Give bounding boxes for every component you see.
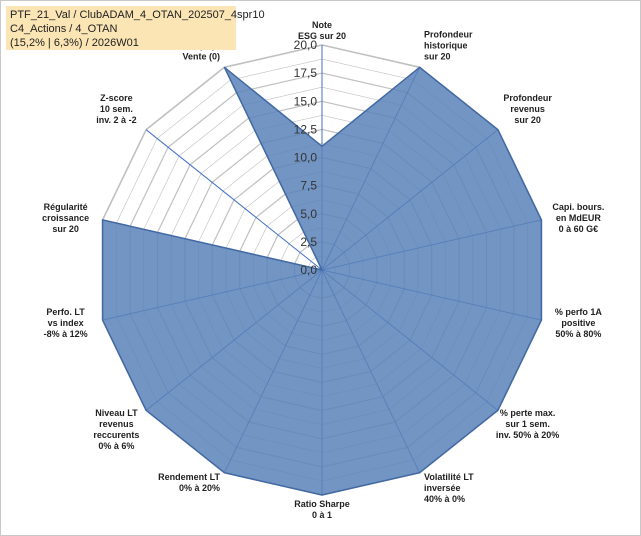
axis-label-line: 50% à 80% — [555, 329, 601, 339]
axis-label: Ratio Sharpe 0 à 1 — [294, 499, 350, 520]
axis-label: Profondeur revenus sur 20 — [503, 93, 552, 125]
axis-label: Rendement LT 0% à 20% — [158, 472, 220, 493]
axis-label-line: revenus — [99, 419, 134, 429]
axis-label: Régularité croissance sur 20 — [42, 202, 89, 234]
tick-label: 7,5 — [300, 179, 317, 193]
axis-label-line: sur 1 sem. — [505, 419, 550, 429]
axis-label: Capi. bours. en MdEUR 0 à 60 G€ — [552, 202, 604, 234]
axis-spoke — [145, 129, 323, 271]
series-point — [497, 409, 499, 411]
axis-label-line: 10 sem. — [100, 104, 133, 114]
axis-label-line: inv. 50% à 20% — [496, 430, 559, 440]
tick-label: 2,5 — [300, 235, 317, 249]
series-point — [321, 494, 323, 496]
axis-label: % perte max. sur 1 sem. inv. 50% à 20% — [496, 408, 559, 440]
tick-label: 12,5 — [294, 122, 318, 136]
axis-label: Perfo. LT vs index -8% à 12% — [44, 307, 88, 339]
axis-label: Niveau LT revenus reccurents 0% à 6% — [93, 408, 139, 451]
axis-label-line: positive — [561, 318, 595, 328]
radar-series — [101, 66, 543, 496]
axis-label-line: % perte max. — [500, 408, 556, 418]
series-point — [321, 145, 323, 147]
axis-label-line: 40% à 0% — [424, 494, 465, 504]
radar-ticks: 0,0 2,5 5,0 7,5 10,0 12,5 15,0 17,5 20,0 — [294, 38, 318, 277]
axis-label-line: historique — [424, 41, 468, 51]
axis-label-line: 0% à 6% — [98, 441, 134, 451]
axis-label-line: 0 à 1 — [312, 510, 332, 520]
tick-label: 15,0 — [294, 94, 318, 108]
axis-label: Z-score 10 sem. inv. 2 à -2 — [96, 93, 136, 125]
axis-label-line: revenus — [510, 104, 545, 114]
axis-label-line: sur 20 — [514, 115, 541, 125]
axis-labels: Note ESG sur 20 Profondeur historique sur 20… — [42, 20, 604, 520]
axis-label: Note ESG sur 20 — [298, 20, 346, 41]
series-point — [497, 129, 499, 131]
portfolio-stats: (15,2% | 6,3%) / 2026W01 — [10, 37, 139, 49]
series-point — [540, 319, 542, 321]
axis-label-line: inversée — [424, 483, 461, 493]
tick-label: 10,0 — [294, 151, 318, 165]
tick-label: 0,0 — [300, 263, 317, 277]
axis-label: Volatilité LT inversée 40% à 0% — [424, 472, 474, 504]
axis-label-line: croissance — [42, 213, 89, 223]
axis-label-line: vs index — [48, 318, 84, 328]
axis-label-line: 0 à 60 G€ — [559, 224, 599, 234]
axis-label-line: Régularité — [44, 202, 88, 212]
series-point — [102, 219, 104, 221]
axis-label-line: Profondeur — [424, 30, 473, 40]
axis-label-line: Z-score — [100, 93, 133, 103]
axis-label-line: Ratio Sharpe — [294, 499, 350, 509]
axis-label-line: Profondeur — [503, 93, 552, 103]
axis-label: % perfo 1A positive 50% à 80% — [555, 307, 603, 339]
axis-label-line: reccurents — [93, 430, 139, 440]
series-point — [419, 66, 421, 68]
tick-label: 20,0 — [294, 38, 318, 52]
axis-label-line: sur 20 — [52, 224, 79, 234]
axis-label: Profondeur historique sur 20 — [424, 30, 473, 62]
series-point — [145, 409, 147, 411]
axis-label-line: 0% à 20% — [179, 483, 220, 493]
axis-label-line: sur 20 — [424, 52, 451, 62]
axis-label-line: en MdEUR — [556, 213, 602, 223]
axis-label-line: % perfo 1A — [555, 307, 603, 317]
axis-label-line: Perfo. LT — [46, 307, 85, 317]
axis-label-line: Niveau LT — [95, 408, 138, 418]
axis-label-line: inv. 2 à -2 — [96, 115, 136, 125]
series-point — [419, 472, 421, 474]
series-point — [321, 269, 323, 271]
axis-label-line: Volatilité LT — [424, 472, 474, 482]
series-point — [540, 219, 542, 221]
axis-label-line: Capi. bours. — [552, 202, 604, 212]
portfolio-title: PTF_21_Val / ClubADAM_4_OTAN_202507_4spr… — [10, 9, 265, 21]
tick-label: 5,0 — [300, 207, 317, 221]
axis-label-line: ESG sur 20 — [298, 31, 346, 41]
axis-label-line: -8% à 12% — [44, 329, 88, 339]
axis-label-line: Rendement LT — [158, 472, 220, 482]
tick-label: 17,5 — [294, 66, 318, 80]
series-point — [102, 319, 104, 321]
portfolio-info-box: PTF_21_Val / ClubADAM_4_OTAN_202507_4spr… — [6, 6, 265, 50]
axis-label-line: Vente (0) — [182, 52, 220, 62]
series-point — [223, 472, 225, 474]
portfolio-category: C4_Actions / 4_OTAN — [10, 23, 118, 35]
series-point — [223, 66, 225, 68]
axis-label-line: Note — [312, 20, 332, 30]
